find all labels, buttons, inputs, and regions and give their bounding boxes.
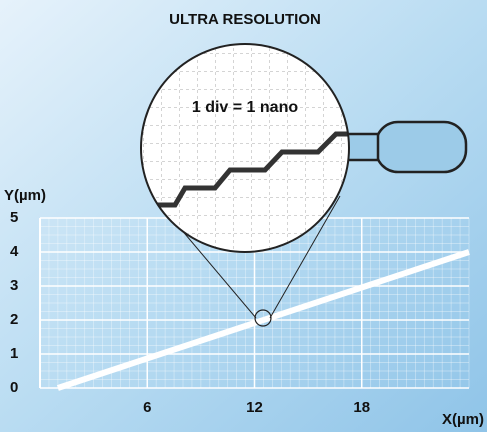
y-axis-label: Y(µm) xyxy=(4,187,46,204)
line xyxy=(56,249,470,391)
y-tick-label: 5 xyxy=(10,209,18,226)
x-tick-label: 18 xyxy=(353,399,370,416)
y-tick-label: 1 xyxy=(10,345,18,362)
chart-title: ULTRA RESOLUTION xyxy=(169,11,321,28)
zoom: 1 div = 1 nano xyxy=(140,43,468,327)
x-tick-label: 6 xyxy=(143,399,151,416)
annotation: 1 div = 1 nano xyxy=(192,99,298,116)
x-axis-label: X(µm) xyxy=(442,411,484,428)
y-tick-label: 4 xyxy=(10,243,19,260)
y-tick-label: 2 xyxy=(10,311,18,328)
y-tick-label: 3 xyxy=(10,277,18,294)
y-tick-label: 0 xyxy=(10,379,18,396)
x-tick-label: 12 xyxy=(246,399,263,416)
